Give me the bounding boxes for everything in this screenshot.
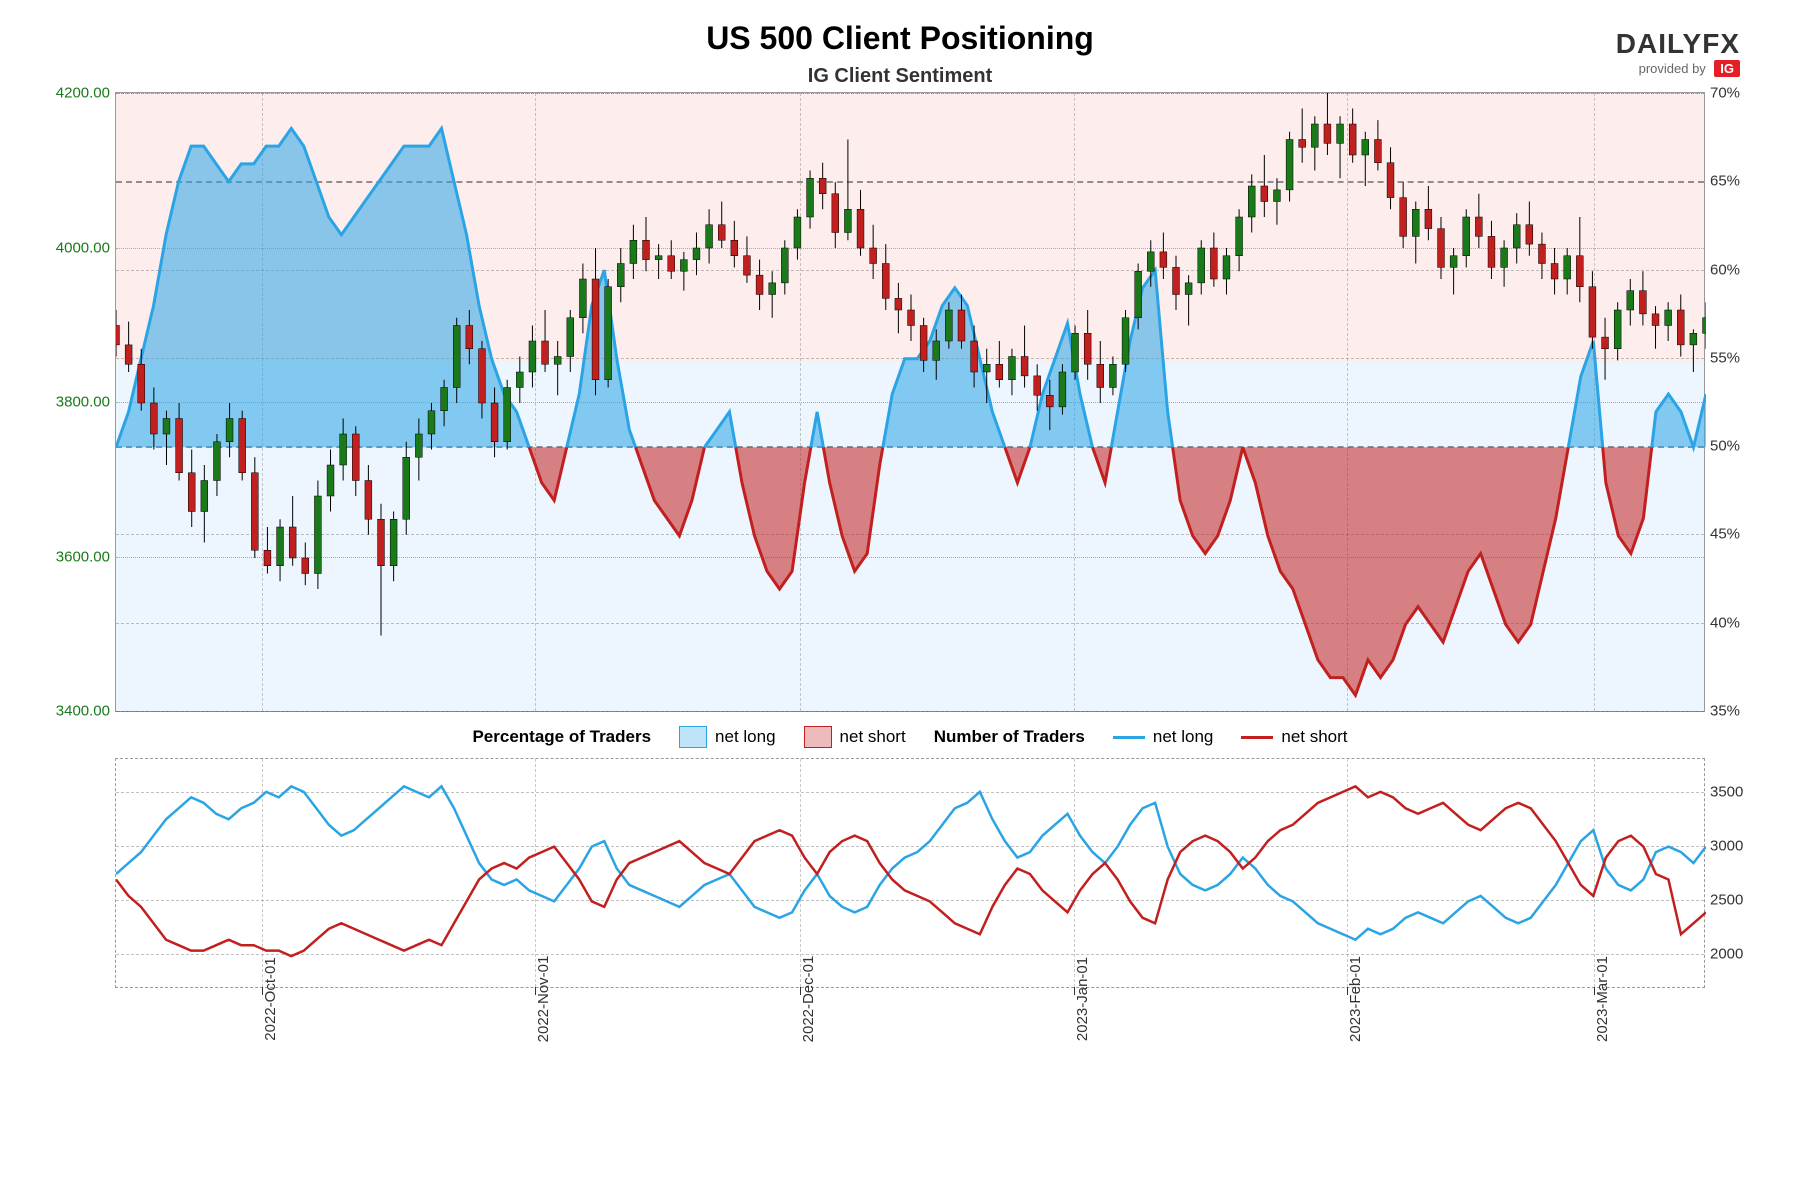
pct-axis-label: 65% xyxy=(1710,173,1740,190)
pct-axis-label: 50% xyxy=(1710,438,1740,455)
price-axis-label: 3600.00 xyxy=(56,548,110,565)
logo-brand: IG xyxy=(1714,60,1740,77)
pct-axis-label: 55% xyxy=(1710,349,1740,366)
price-axis-label: 4200.00 xyxy=(56,85,110,102)
legend-pct-short: net short xyxy=(804,726,906,748)
pct-axis-label: 60% xyxy=(1710,261,1740,278)
legend-group1-label: Percentage of Traders xyxy=(472,727,651,747)
price-axis-label: 3400.00 xyxy=(56,703,110,720)
logo: DAILYFX provided by IG xyxy=(1616,28,1740,78)
main-chart-svg xyxy=(116,93,1706,713)
legend-num-short: net short xyxy=(1241,727,1347,747)
legend: Percentage of Traders net long net short… xyxy=(115,726,1705,748)
legend-group2-label: Number of Traders xyxy=(934,727,1085,747)
pct-axis-label: 45% xyxy=(1710,526,1740,543)
pct-axis-label: 40% xyxy=(1710,614,1740,631)
lower-chart-svg xyxy=(116,759,1706,989)
pct-axis-label: 35% xyxy=(1710,703,1740,720)
main-chart: 3400.003600.003800.004000.004200.0035%40… xyxy=(115,92,1705,712)
logo-main: DAILYFX xyxy=(1616,28,1740,60)
count-axis-label: 2000 xyxy=(1710,946,1743,963)
count-axis-label: 3500 xyxy=(1710,783,1743,800)
legend-pct-long: net long xyxy=(679,726,776,748)
price-axis-label: 3800.00 xyxy=(56,394,110,411)
count-axis-label: 2500 xyxy=(1710,892,1743,909)
chart-subtitle: IG Client Sentiment xyxy=(40,65,1760,88)
price-axis-label: 4000.00 xyxy=(56,239,110,256)
logo-sub: provided by IG xyxy=(1616,60,1740,78)
pct-axis-label: 70% xyxy=(1710,85,1740,102)
lower-chart: 20002500300035002022-Oct-012022-Nov-0120… xyxy=(115,758,1705,988)
legend-num-long: net long xyxy=(1113,727,1214,747)
chart-title: US 500 Client Positioning xyxy=(40,20,1760,57)
count-axis-label: 3000 xyxy=(1710,837,1743,854)
